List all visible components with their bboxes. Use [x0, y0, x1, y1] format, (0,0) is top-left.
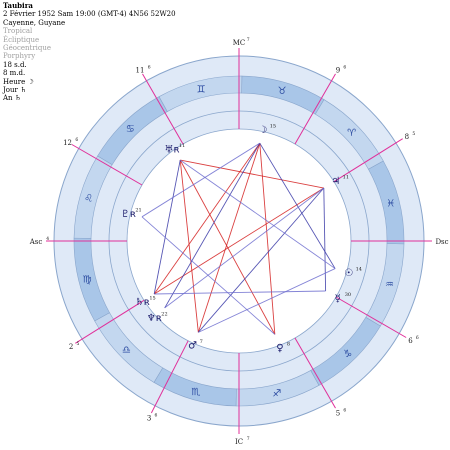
aspect-line: [179, 160, 199, 333]
ascendant-label: Asc: [29, 238, 43, 246]
sign-capricorn-icon: ♑: [343, 349, 352, 360]
pluto-icon: ♇ʀ: [121, 209, 136, 220]
house-cusp-line: [142, 73, 184, 145]
setting-coordinates: Écliptique: [3, 35, 40, 44]
sign-aquarius-icon: ♒: [385, 280, 394, 291]
imum-coeli-label: IC: [235, 438, 243, 446]
midheaven-label-degree: 7: [247, 37, 250, 43]
venus-icon: ♀: [276, 343, 283, 354]
chart-datetime: 2 Février 1952 Sam 19:00 (GMT-4) 4N56 52…: [3, 10, 176, 19]
aspect-line: [323, 188, 327, 292]
sign-cancer-icon: ♋: [126, 124, 135, 135]
house-2-label-degree: 5: [76, 341, 79, 347]
house-cusp-line: [335, 296, 407, 338]
aspect-line: [164, 187, 325, 309]
aspect-line: [198, 268, 336, 333]
house-9-label: 9: [336, 67, 340, 75]
pluto-degree: 21: [135, 207, 141, 213]
sign-leo-icon: ♌: [84, 193, 93, 204]
sign-taurus-icon: ♉: [278, 86, 287, 97]
aspect-line: [153, 142, 261, 295]
saturn-icon: ♄ʀ: [135, 297, 150, 308]
aspect-line: [197, 187, 325, 333]
house-8-label: 8: [405, 133, 409, 141]
zodiac-segment: [368, 160, 405, 245]
sign-libra-icon: ♎: [122, 345, 131, 356]
descendant-label: Dsc: [435, 238, 448, 246]
house-cusp-line: [294, 337, 336, 409]
house-6-label-degree: 6: [416, 335, 419, 341]
imum-coeli-label-degree: 7: [247, 436, 250, 442]
uranus-degree: 11: [179, 143, 185, 149]
chart-place: Cayenne, Guyane: [3, 18, 66, 27]
extra-day-ruler: Jour ♄: [3, 86, 27, 95]
sign-sagittarius-icon: ♐: [272, 388, 281, 399]
setting-center: Géocentrique: [3, 44, 52, 53]
saturn-degree: 15: [149, 295, 155, 301]
house-5-label-degree: 6: [343, 407, 346, 413]
house-5-label: 5: [336, 409, 340, 417]
sign-scorpio-icon: ♏: [191, 387, 200, 398]
extra-hour-ruler: Heure ☽: [3, 77, 34, 86]
moon-icon: ☽: [258, 125, 267, 136]
house-cusp-line: [75, 299, 145, 344]
house-9-label-degree: 6: [343, 65, 346, 71]
aspect-line: [154, 290, 326, 295]
house-2-label: 2: [69, 343, 73, 351]
mercury-degree: 30: [345, 292, 351, 298]
house-cusp-line: [150, 340, 189, 414]
mars-icon: ♂: [188, 341, 197, 352]
chart-info-panel: Taubira 2 Février 1952 Sam 19:00 (GMT-4)…: [3, 1, 176, 103]
aspect-line: [153, 160, 181, 295]
sun-degree: 14: [356, 266, 362, 272]
house-cusp-line: [71, 144, 143, 186]
aspect-line: [197, 143, 261, 333]
sun-icon: ☉: [344, 268, 353, 279]
house-8-label-degree: 5: [412, 131, 415, 137]
house-12-label: 12: [63, 139, 72, 147]
extra-mean-day: 8 m.d.: [3, 69, 26, 78]
aspect-line: [141, 216, 276, 335]
midheaven-label: MC: [233, 39, 246, 47]
aspect-line: [180, 159, 324, 189]
jupiter-degree: 11: [343, 175, 349, 181]
jupiter-icon: ♃: [331, 176, 340, 187]
setting-house-system: Porphyry: [3, 52, 36, 61]
extra-sidereal-day: 18 s.d.: [3, 60, 27, 69]
house-6-label: 6: [408, 337, 413, 345]
sign-gemini-icon: ♊: [197, 85, 206, 96]
moon-degree: 15: [270, 123, 276, 129]
aspect-line: [179, 159, 336, 269]
sign-virgo-icon: ♍: [83, 274, 92, 285]
setting-zodiac: Tropical: [3, 27, 33, 36]
aspect-line: [179, 159, 276, 335]
neptune-degree: 22: [161, 311, 167, 317]
sign-aries-icon: ♈: [347, 128, 356, 139]
chart-name: Taubira: [3, 1, 33, 10]
mercury-icon: ☿: [335, 294, 341, 305]
house-11-label: 11: [136, 67, 145, 75]
aspect-line: [259, 143, 276, 335]
extra-year-ruler: An ♄: [3, 94, 22, 103]
aspect-line: [141, 142, 261, 218]
mars-degree: 7: [200, 339, 203, 345]
house-cusp-line: [294, 73, 336, 145]
house-11-label-degree: 6: [148, 65, 151, 71]
house-12-label-degree: 6: [75, 137, 78, 143]
neptune-icon: ♆ʀ: [147, 313, 162, 324]
house-3-label: 3: [147, 414, 151, 422]
ascendant-label-degree: 4: [46, 236, 49, 242]
uranus-icon: ♅ʀ: [164, 144, 179, 155]
venus-degree: 8: [287, 341, 290, 347]
house-cusp-line: [333, 138, 403, 183]
sign-pisces-icon: ♓: [386, 199, 395, 210]
house-3-label-degree: 6: [155, 412, 158, 418]
aspect-line: [164, 142, 261, 309]
aspect-line: [259, 142, 336, 269]
